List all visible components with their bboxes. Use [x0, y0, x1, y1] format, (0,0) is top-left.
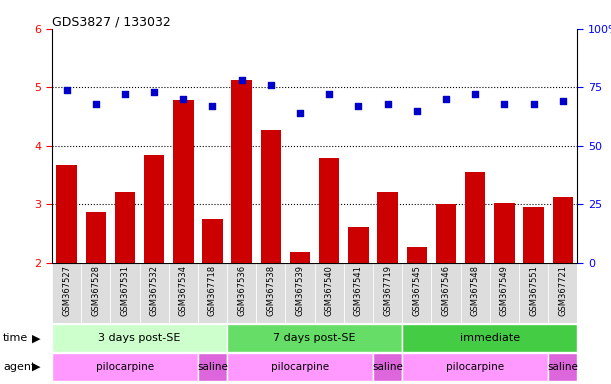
Text: GSM367536: GSM367536: [237, 265, 246, 316]
Bar: [548, 263, 577, 323]
Point: [500, 101, 510, 107]
Point: [382, 101, 392, 107]
Text: GSM367551: GSM367551: [529, 265, 538, 316]
Point: [178, 96, 188, 102]
Text: ▶: ▶: [32, 333, 40, 343]
Bar: [198, 353, 227, 381]
Bar: [261, 129, 281, 263]
Bar: [552, 197, 573, 263]
Point: [470, 91, 480, 98]
Bar: [436, 204, 456, 263]
Bar: [319, 158, 340, 263]
Text: GSM367538: GSM367538: [266, 265, 276, 316]
Text: GSM367719: GSM367719: [383, 265, 392, 316]
Bar: [431, 263, 461, 323]
Bar: [548, 353, 577, 381]
Text: 3 days post-SE: 3 days post-SE: [98, 333, 181, 343]
Text: GSM367549: GSM367549: [500, 265, 509, 316]
Bar: [81, 263, 111, 323]
Bar: [402, 324, 577, 352]
Text: pilocarpine: pilocarpine: [96, 362, 154, 372]
Bar: [232, 80, 252, 263]
Point: [441, 96, 451, 102]
Text: GSM367540: GSM367540: [325, 265, 334, 316]
Point: [266, 82, 276, 88]
Text: GSM367546: GSM367546: [442, 265, 450, 316]
Bar: [111, 263, 139, 323]
Text: GSM367545: GSM367545: [412, 265, 422, 316]
Bar: [173, 100, 194, 263]
Text: GSM367718: GSM367718: [208, 265, 217, 316]
Bar: [285, 263, 315, 323]
Text: immediate: immediate: [459, 333, 520, 343]
Text: agent: agent: [3, 362, 35, 372]
Bar: [256, 263, 285, 323]
Text: 7 days post-SE: 7 days post-SE: [273, 333, 356, 343]
Bar: [519, 263, 548, 323]
Point: [62, 87, 71, 93]
Point: [354, 103, 364, 109]
Bar: [227, 353, 373, 381]
Bar: [373, 353, 402, 381]
Text: saline: saline: [197, 362, 228, 372]
Bar: [524, 207, 544, 263]
Bar: [202, 218, 223, 263]
Bar: [139, 263, 169, 323]
Text: GSM367541: GSM367541: [354, 265, 363, 316]
Bar: [465, 172, 486, 263]
Text: saline: saline: [372, 362, 403, 372]
Text: GSM367527: GSM367527: [62, 265, 71, 316]
Bar: [402, 353, 548, 381]
Text: pilocarpine: pilocarpine: [271, 362, 329, 372]
Point: [295, 110, 305, 116]
Point: [149, 89, 159, 95]
Point: [91, 101, 101, 107]
Text: saline: saline: [547, 362, 578, 372]
Bar: [344, 263, 373, 323]
Bar: [402, 263, 431, 323]
Bar: [56, 165, 77, 263]
Text: GSM367528: GSM367528: [91, 265, 100, 316]
Point: [558, 98, 568, 104]
Bar: [169, 263, 198, 323]
Bar: [407, 247, 427, 263]
Bar: [461, 263, 490, 323]
Bar: [290, 253, 310, 263]
Text: GDS3827 / 133032: GDS3827 / 133032: [52, 15, 170, 28]
Bar: [348, 227, 368, 263]
Bar: [52, 324, 227, 352]
Bar: [494, 203, 514, 263]
Bar: [144, 155, 164, 263]
Bar: [378, 192, 398, 263]
Text: GSM367534: GSM367534: [179, 265, 188, 316]
Point: [208, 103, 218, 109]
Text: time: time: [3, 333, 28, 343]
Point: [324, 91, 334, 98]
Bar: [227, 324, 402, 352]
Bar: [198, 263, 227, 323]
Text: GSM367539: GSM367539: [296, 265, 304, 316]
Point: [529, 101, 538, 107]
Text: GSM367532: GSM367532: [150, 265, 159, 316]
Point: [120, 91, 130, 98]
Bar: [315, 263, 344, 323]
Bar: [52, 263, 81, 323]
Bar: [227, 263, 256, 323]
Bar: [52, 353, 198, 381]
Bar: [490, 263, 519, 323]
Text: pilocarpine: pilocarpine: [446, 362, 504, 372]
Bar: [373, 263, 402, 323]
Point: [412, 108, 422, 114]
Text: ▶: ▶: [32, 362, 40, 372]
Text: GSM367548: GSM367548: [470, 265, 480, 316]
Text: GSM367721: GSM367721: [558, 265, 567, 316]
Text: GSM367531: GSM367531: [120, 265, 130, 316]
Bar: [115, 192, 135, 263]
Bar: [86, 212, 106, 263]
Point: [237, 77, 247, 83]
